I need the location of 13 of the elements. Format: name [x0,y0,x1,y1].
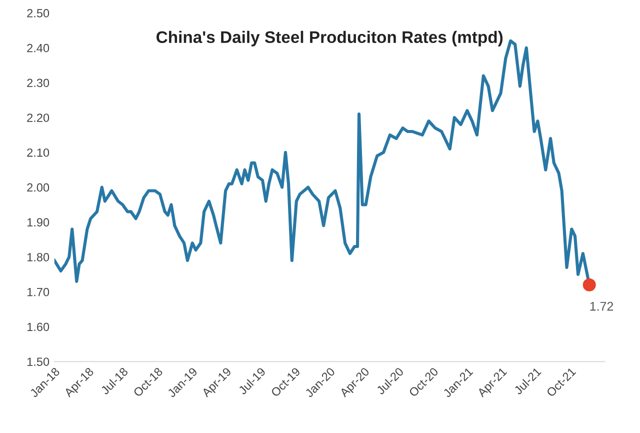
y-tick-label: 2.40 [27,44,50,52]
y-tick-label: 2.50 [27,9,50,18]
y-tick-label: 1.50 [27,358,50,366]
y-tick-label: 1.90 [27,218,50,227]
y-tick-label: 2.30 [27,78,50,88]
y-tick-label: 1.60 [27,322,50,332]
y-tick-label: 2.10 [27,148,50,157]
text: China's Daily Steel Produciton Rates (mtpd) [156,30,503,46]
y-tick-label: 1.80 [27,253,50,262]
data-label: 1.72 [590,302,614,311]
y-tick-label: 1.70 [27,288,50,296]
y-tick-label: 2.20 [27,114,50,122]
y-tick-label: 2.00 [27,183,50,192]
